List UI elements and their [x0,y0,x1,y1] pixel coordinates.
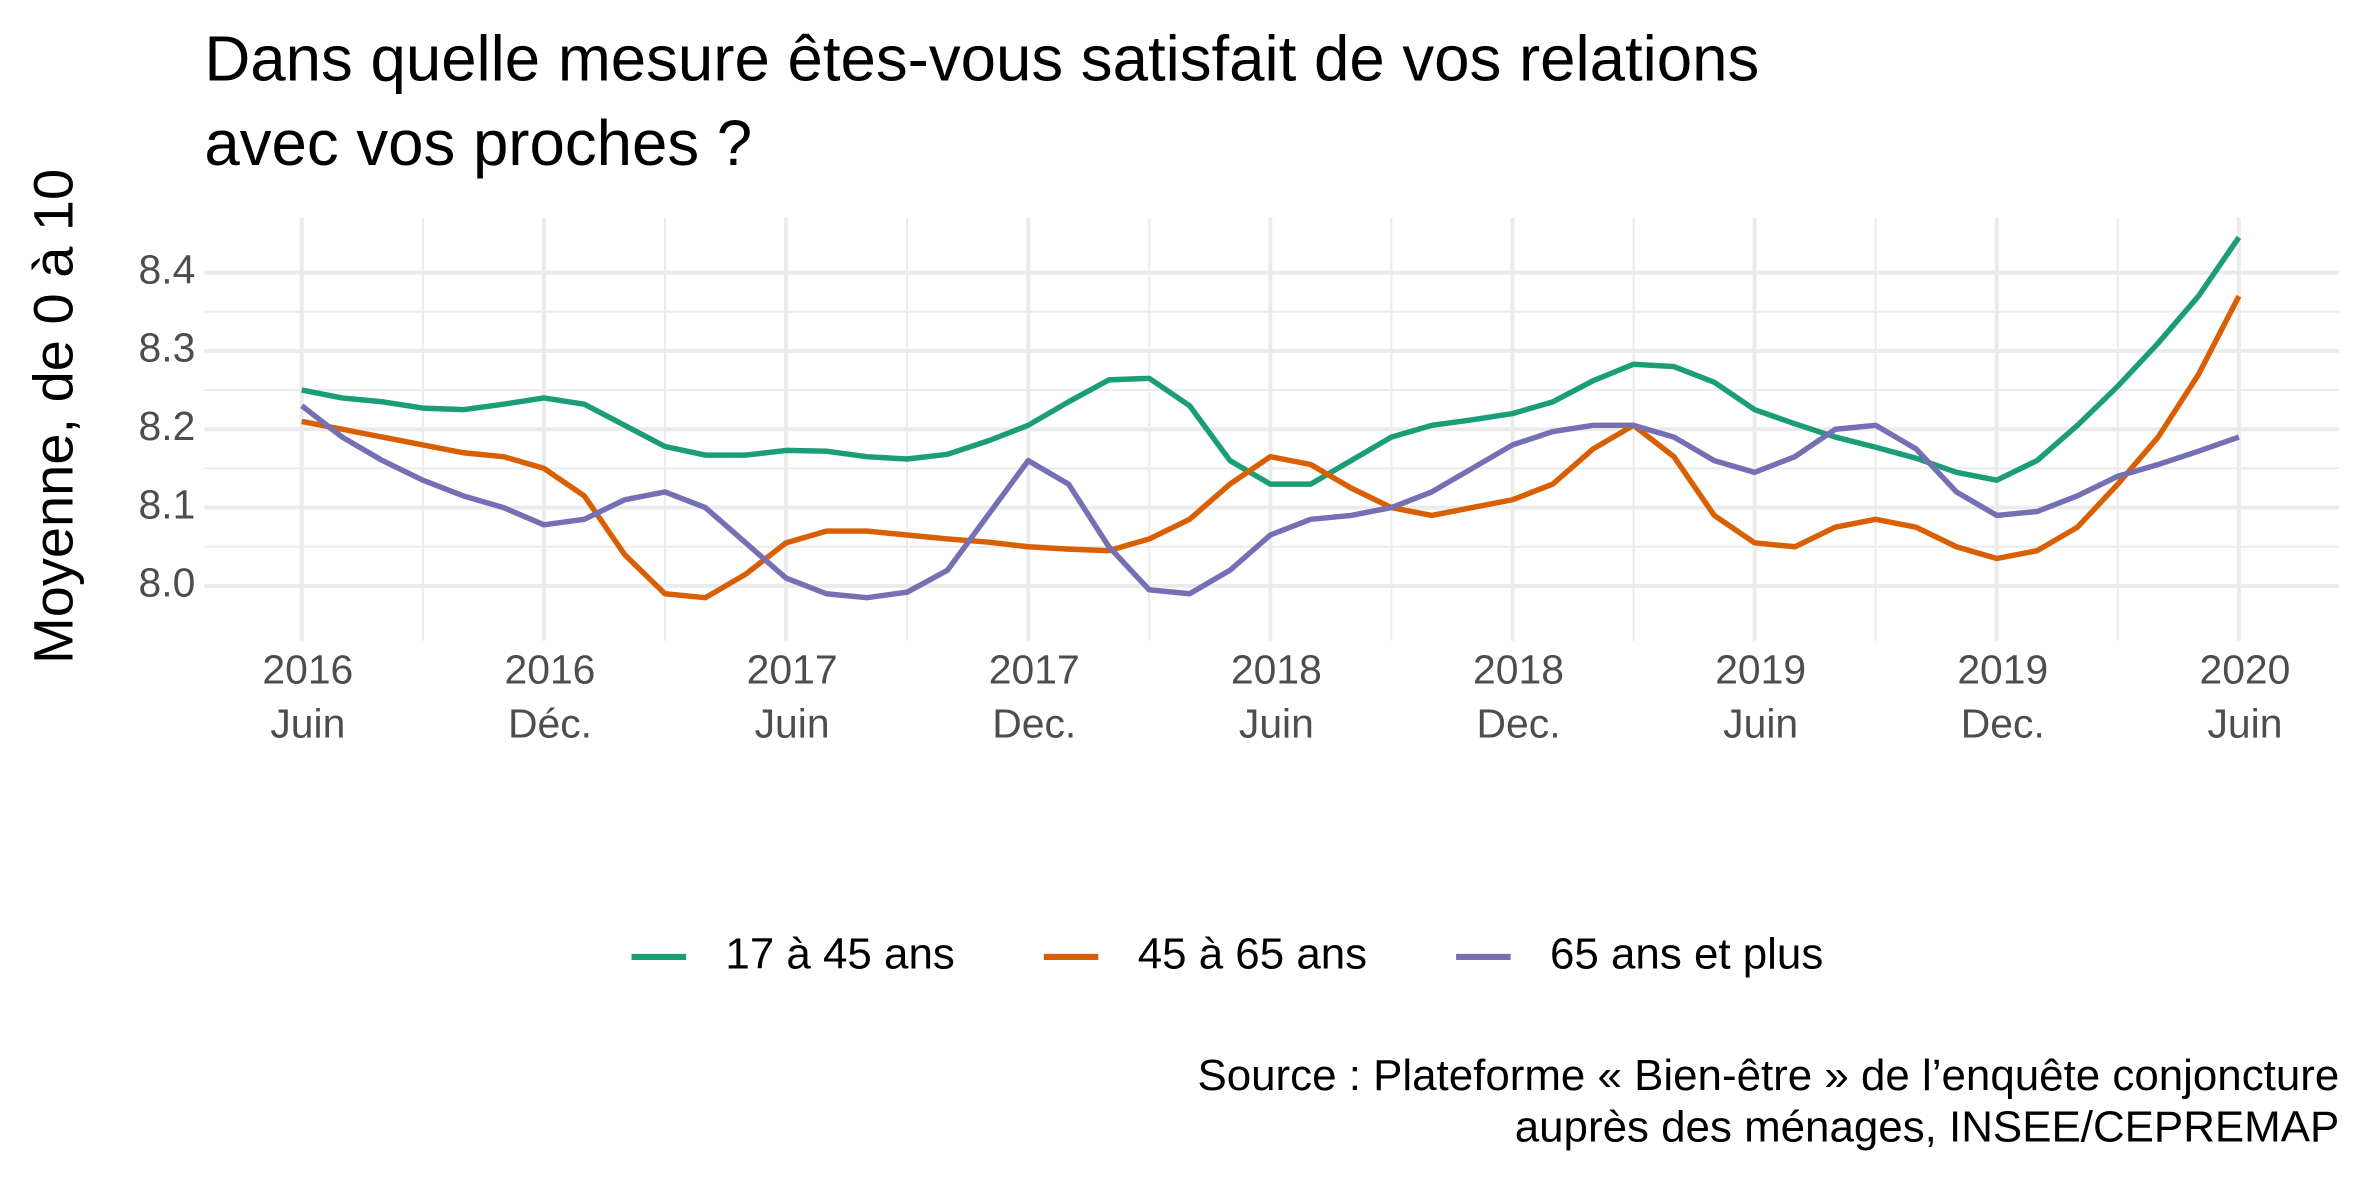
y-tick-label: 8.1 [138,481,195,527]
y-tick-label: 8.4 [138,246,195,292]
x-tick-label: 2018 Juin [1231,646,1322,746]
y-tick-label: 8.2 [138,403,195,449]
x-tick-label: 2017 Juin [747,646,838,746]
x-tick-label: 2016 Juin [262,646,353,746]
x-tick-label: 2019 Juin [1715,646,1806,746]
grid [204,217,2340,641]
y-tick-label: 8.3 [138,325,195,371]
x-tick-label: 2018 Dec. [1473,646,1564,746]
y-axis-label: Moyenne, de 0 à 10 [21,169,84,664]
x-tick-label: 2020 Juin [2199,646,2290,746]
source-note: Source : Plateforme « Bien-être » de l’e… [1197,1051,2339,1151]
series-line [301,235,2242,487]
series-line [301,294,2242,601]
legend-label: 45 à 65 ans [1138,930,1367,979]
x-tick-label: 2019 Dec. [1957,646,2048,746]
legend-label: 17 à 45 ans [725,930,954,979]
y-tick-label: 8.0 [138,560,195,606]
x-tick-label: 2016 Déc. [504,646,595,746]
legend-label: 65 ans et plus [1550,930,1823,979]
series-line [300,403,2240,601]
chart-title: Dans quelle mesure êtes-vous satisfait d… [204,23,1759,179]
x-tick-label: 2017 Dec. [989,646,1080,746]
